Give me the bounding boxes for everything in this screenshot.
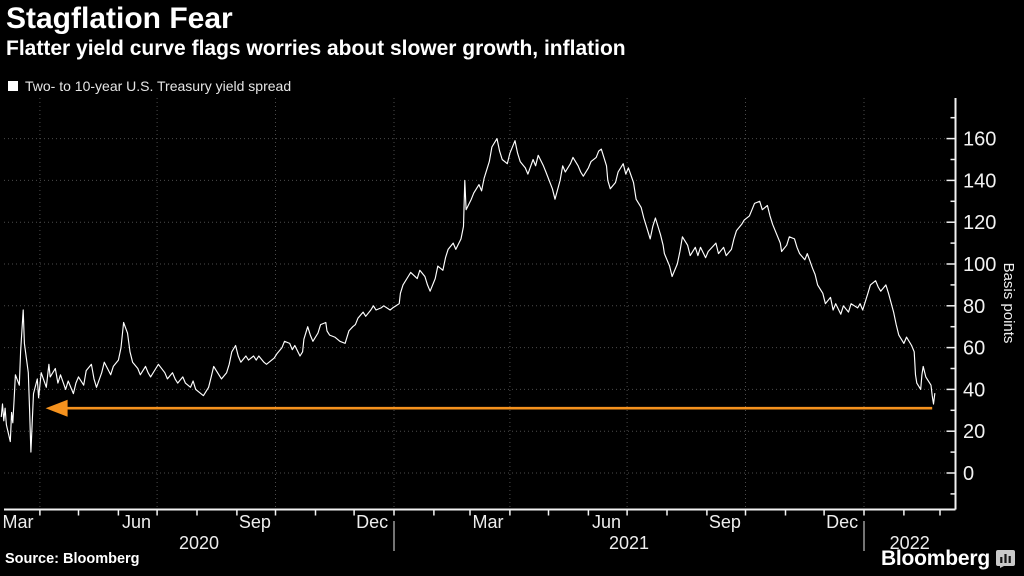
x-month-label: Mar — [473, 512, 504, 532]
page-title: Stagflation Fear — [6, 2, 233, 35]
x-month-label: Dec — [356, 512, 388, 532]
x-month-label: Mar — [3, 512, 34, 532]
source-credit: Source: Bloomberg — [5, 551, 140, 567]
y-tick-label: 80 — [963, 296, 985, 318]
yield-spread-series-line — [0, 138, 936, 453]
legend-label: Two- to 10-year U.S. Treasury yield spre… — [25, 78, 292, 94]
legend-square-marker-icon — [8, 81, 18, 91]
x-month-label: Sep — [709, 512, 741, 532]
y-tick-label: 100 — [963, 254, 996, 276]
x-year-label: 2021 — [609, 533, 649, 553]
y-tick-label: 60 — [963, 338, 985, 360]
legend: Two- to 10-year U.S. Treasury yield spre… — [8, 78, 291, 94]
y-tick-label: 160 — [963, 129, 996, 151]
chart-generated-layers: 0 20 40 60 80 100 120 140 160 Mar Jun Sep Dec Mar Jun S… — [0, 98, 996, 553]
page-subtitle: Flatter yield curve flags worries about … — [6, 37, 626, 60]
y-tick-label: 40 — [963, 379, 985, 401]
x-month-label: Jun — [122, 512, 151, 532]
y-tick-label: 0 — [963, 463, 974, 485]
y-tick-label: 120 — [963, 212, 996, 234]
y-tick-label: 20 — [963, 421, 985, 443]
x-month-label: Jun — [592, 512, 621, 532]
annotation-arrow-head-icon — [45, 399, 68, 417]
bar-chart-bubble-icon — [996, 550, 1015, 568]
y-tick-label: 140 — [963, 170, 996, 192]
x-year-label: 2020 — [179, 533, 219, 553]
x-month-label: Dec — [826, 512, 858, 532]
x-year-label: 2022 — [890, 533, 930, 553]
x-month-label: Sep — [239, 512, 271, 532]
bloomberg-wordmark: Bloomberg — [880, 547, 990, 570]
y-axis-title: Basis points — [1000, 263, 1017, 344]
bloomberg-brand: Bloomberg — [881, 547, 1015, 571]
